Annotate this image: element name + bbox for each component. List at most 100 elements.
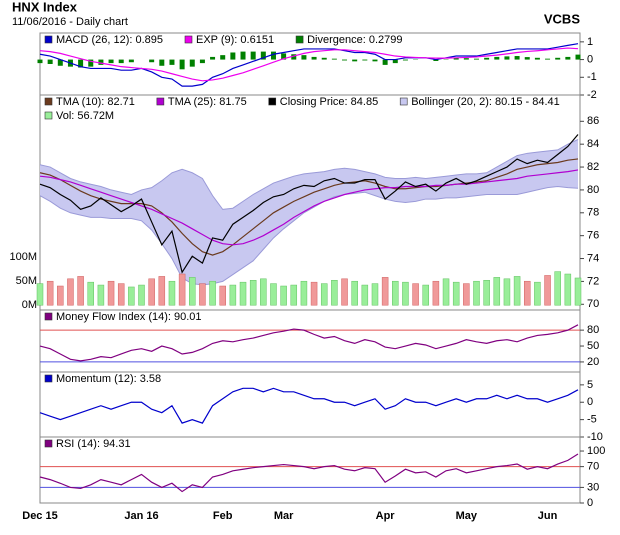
volume-bar bbox=[392, 280, 399, 306]
band-edge bbox=[39, 185, 579, 286]
divergence-bar bbox=[291, 54, 297, 60]
legend-swatch bbox=[44, 439, 53, 448]
x-tick-label: Apr bbox=[376, 510, 396, 522]
volume-bar bbox=[381, 277, 389, 306]
y-tick-label: 0 bbox=[587, 396, 593, 408]
volume-bar bbox=[402, 281, 409, 306]
divergence-bar bbox=[484, 57, 490, 60]
divergence-bar bbox=[433, 59, 439, 61]
legend-label: TMA (25): 81.75 bbox=[168, 96, 247, 108]
divergence-bar bbox=[321, 57, 327, 60]
divergence-bar bbox=[240, 51, 246, 60]
divergence-bar bbox=[149, 59, 155, 63]
source: VCBS bbox=[544, 11, 580, 26]
volume-bar bbox=[320, 283, 328, 306]
volume-bar bbox=[158, 276, 166, 306]
panel-frame bbox=[39, 436, 581, 504]
series-line bbox=[39, 47, 579, 82]
divergence-bar bbox=[342, 59, 348, 61]
divergence-bar bbox=[250, 51, 256, 60]
legend-swatch bbox=[295, 35, 304, 44]
divergence-bar bbox=[230, 52, 236, 60]
volume-bar bbox=[87, 281, 95, 306]
divergence-bar bbox=[98, 59, 104, 65]
y-tick-label: 50 bbox=[587, 340, 599, 352]
y-tick-label: 30 bbox=[587, 481, 599, 493]
x-tick-label: Mar bbox=[274, 510, 294, 522]
y-tick-label: 76 bbox=[587, 230, 599, 242]
volume-bar bbox=[523, 280, 531, 306]
divergence-bar bbox=[260, 51, 266, 60]
volume-bar bbox=[574, 277, 582, 306]
volume-bar bbox=[57, 285, 64, 306]
y-tick-label: 0 bbox=[587, 53, 593, 65]
divergence-bar bbox=[534, 57, 540, 60]
divergence-bar bbox=[331, 58, 337, 60]
volume-bar bbox=[168, 280, 176, 306]
divergence-bar bbox=[514, 56, 520, 60]
divergence-bar bbox=[372, 59, 378, 62]
volume-bar bbox=[97, 284, 105, 306]
divergence-bar bbox=[57, 59, 63, 66]
divergence-bar bbox=[108, 59, 114, 64]
divergence-bar bbox=[311, 56, 317, 60]
volume-bar bbox=[534, 281, 541, 306]
divergence-bar bbox=[78, 59, 84, 68]
volume-bar bbox=[107, 280, 115, 306]
y-tick-label: 80 bbox=[587, 324, 599, 336]
divergence-bar bbox=[37, 59, 43, 64]
volume-bar bbox=[564, 273, 572, 306]
y2-tick-label: 50M bbox=[16, 275, 37, 287]
panel-frame bbox=[39, 371, 581, 438]
divergence-bar bbox=[494, 56, 500, 60]
y-tick-label: -1 bbox=[587, 71, 597, 83]
x-tick-label: May bbox=[456, 510, 478, 522]
y-tick-label: 0 bbox=[587, 497, 593, 509]
divergence-bar bbox=[189, 59, 195, 67]
volume-bar bbox=[544, 275, 551, 306]
legend-label: Divergence: 0.2799 bbox=[307, 34, 402, 46]
legend-label: Money Flow Index (14): 90.01 bbox=[56, 311, 202, 323]
legend-label: Momentum (12): 3.58 bbox=[56, 373, 161, 385]
y-tick-label: 72 bbox=[587, 275, 599, 287]
legend-label: TMA (10): 82.71 bbox=[56, 96, 135, 108]
divergence-bar bbox=[463, 58, 469, 60]
volume-bar bbox=[138, 284, 145, 306]
y-tick-label: -10 bbox=[587, 431, 603, 443]
divergence-bar bbox=[88, 59, 94, 67]
volume-bar bbox=[239, 281, 247, 306]
divergence-bar bbox=[270, 51, 276, 60]
volume-bar bbox=[483, 279, 490, 306]
y-tick-label: 84 bbox=[587, 138, 599, 150]
divergence-bar bbox=[473, 58, 479, 60]
series-line bbox=[39, 158, 579, 256]
volume-bar bbox=[341, 278, 348, 306]
legend-label: Vol: 56.72M bbox=[56, 110, 114, 122]
divergence-bar bbox=[301, 55, 307, 60]
legend-label: Bollinger (20, 2): 80.15 - 84.41 bbox=[411, 96, 560, 108]
x-tick-label: Feb bbox=[213, 510, 233, 522]
y-tick-label: 78 bbox=[587, 207, 599, 219]
legend-label: Closing Price: 84.85 bbox=[280, 96, 378, 108]
legend-swatch bbox=[44, 111, 53, 120]
volume-bar bbox=[463, 283, 470, 306]
y-tick-label: 1 bbox=[587, 36, 593, 48]
volume-bar bbox=[422, 284, 429, 306]
divergence-bar bbox=[575, 54, 581, 60]
divergence-bar bbox=[281, 53, 287, 60]
volume-bar bbox=[351, 280, 358, 306]
divergence-bar bbox=[352, 59, 358, 62]
series-line bbox=[39, 43, 579, 87]
series-line bbox=[39, 169, 579, 246]
band-fill bbox=[40, 139, 578, 285]
volume-bar bbox=[249, 279, 257, 306]
divergence-bar bbox=[392, 59, 398, 64]
band-edge bbox=[39, 139, 579, 210]
divergence-bar bbox=[179, 59, 185, 70]
legend-swatch bbox=[44, 312, 53, 321]
volume-bar bbox=[219, 285, 226, 306]
divergence-bar bbox=[402, 59, 408, 61]
volume-bar bbox=[280, 285, 287, 306]
y2-tick-label: 0M bbox=[22, 299, 37, 311]
